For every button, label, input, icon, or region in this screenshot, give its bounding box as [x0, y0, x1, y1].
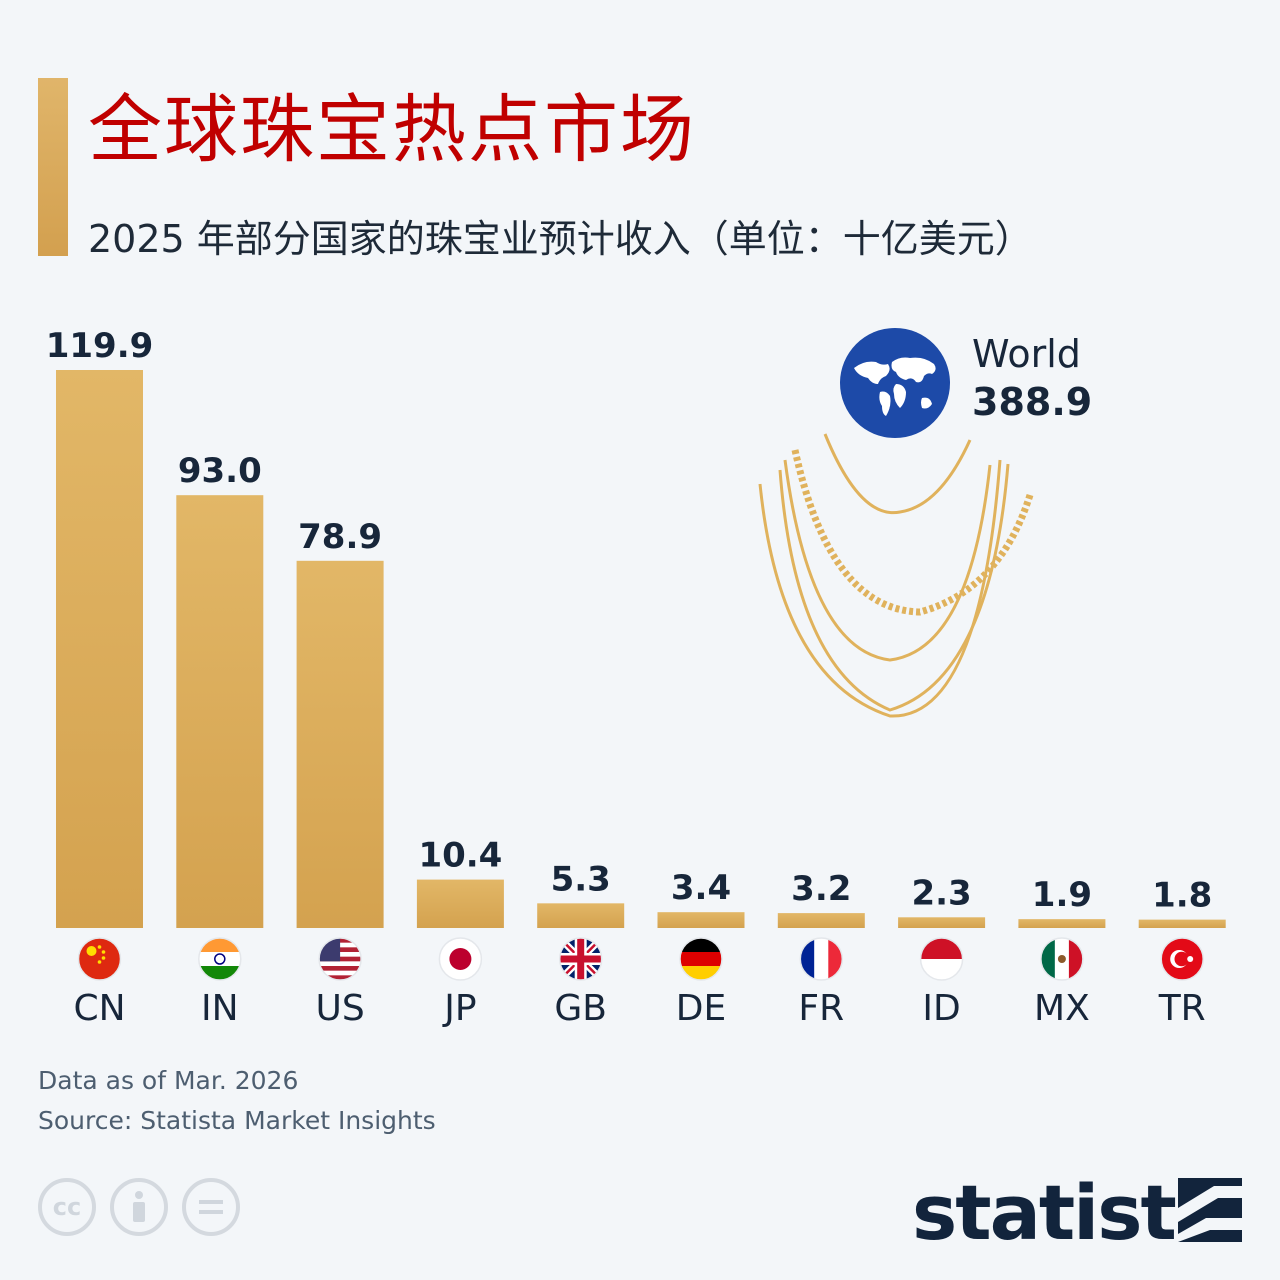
category-label-DE: DE: [676, 988, 726, 1029]
nd-icon[interactable]: [182, 1178, 240, 1236]
bar-JP: [416, 879, 504, 928]
indonesia-flag-icon: [919, 937, 964, 981]
source-note: Source: Statista Market Insights: [38, 1106, 436, 1135]
world-label: World: [972, 332, 1081, 376]
france-flag-icon: [799, 937, 844, 981]
usa-flag-icon: [318, 937, 362, 981]
india-flag-icon: [198, 937, 242, 981]
japan-flag-icon: [438, 937, 483, 981]
title-accent-bar: [38, 78, 68, 256]
value-label-ID: 2.3: [911, 873, 971, 913]
category-label-IN: IN: [201, 988, 239, 1029]
turkey-flag-icon: [1160, 937, 1204, 981]
statista-logo-text[interactable]: statista: [912, 1168, 1226, 1257]
value-label-TR: 1.8: [1152, 876, 1212, 916]
value-label-CN: 119.9: [46, 326, 154, 366]
mexico-flag-icon: [1040, 937, 1084, 981]
category-label-GB: GB: [554, 988, 607, 1029]
bar-ID: [898, 917, 986, 928]
china-flag-icon: [77, 937, 122, 981]
bar-TR: [1138, 919, 1226, 928]
bar-MX: [1018, 919, 1106, 928]
value-label-FR: 3.2: [791, 869, 851, 909]
world-value: 388.9: [972, 380, 1093, 424]
category-label-CN: CN: [73, 988, 125, 1029]
bar-FR: [777, 913, 865, 928]
category-label-MX: MX: [1034, 988, 1090, 1029]
bar-CN: [56, 370, 143, 928]
value-label-GB: 5.3: [551, 859, 611, 899]
category-label-TR: TR: [1158, 988, 1206, 1029]
value-label-JP: 10.4: [418, 836, 502, 876]
bar-US: [296, 560, 384, 928]
germany-flag-icon: [679, 937, 723, 981]
category-label-ID: ID: [922, 988, 960, 1029]
category-label-JP: JP: [442, 988, 476, 1029]
statista-logo-icon: [1178, 1178, 1242, 1242]
by-icon[interactable]: [110, 1178, 168, 1236]
bar-DE: [657, 912, 745, 928]
value-label-US: 78.9: [298, 517, 382, 557]
bar-GB: [537, 903, 625, 928]
globe-icon: [840, 328, 950, 438]
bar-IN: [176, 495, 264, 928]
value-label-MX: 1.9: [1032, 875, 1092, 915]
chart-subtitle: 2025 年部分国家的珠宝业预计收入（单位：十亿美元）: [88, 217, 1033, 261]
category-label-US: US: [315, 988, 364, 1029]
cc-icon[interactable]: cc: [38, 1178, 96, 1236]
value-label-IN: 93.0: [178, 451, 262, 491]
date-note: Data as of Mar. 2026: [38, 1066, 299, 1095]
license-icons: cc: [38, 1178, 240, 1236]
value-label-DE: 3.4: [671, 868, 731, 908]
necklace-illustration: [758, 433, 1034, 718]
chart-title: 全球珠宝热点市场: [88, 87, 696, 173]
uk-flag-icon: [558, 937, 603, 981]
category-label-FR: FR: [798, 988, 844, 1029]
bar-chart: 119.9 CN 93.0 IN 78.9 US 10.4 JP 5.3 GB 3.4 DE 3.2 FR…: [46, 326, 1226, 1029]
